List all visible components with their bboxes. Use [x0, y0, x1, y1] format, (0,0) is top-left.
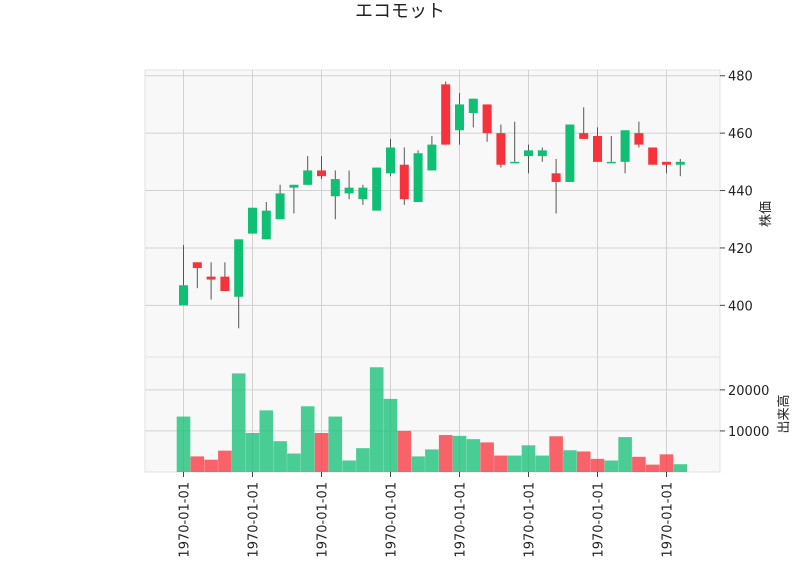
volume-bar	[452, 435, 467, 472]
x-tick-label: 1970-01-01	[454, 482, 469, 558]
volume-bar	[218, 450, 232, 472]
price-axis-label: 株価	[759, 201, 774, 227]
candle-body	[289, 184, 299, 188]
x-tick-label: 1970-01-01	[247, 482, 262, 558]
candle-body	[468, 98, 478, 114]
volume-bar	[645, 464, 660, 472]
volume-axis-label: 出来高	[776, 394, 792, 433]
volume-bar	[618, 437, 632, 472]
volume-bar	[494, 455, 508, 472]
candle-body	[206, 276, 216, 280]
candle-body	[565, 124, 575, 182]
volume-bar	[549, 436, 563, 472]
volume-bar	[535, 455, 550, 472]
volume-tick-label: 10000	[728, 425, 769, 440]
candle-body	[317, 170, 326, 177]
x-tick-label: 1970-01-01	[316, 482, 331, 558]
candle-body	[634, 133, 644, 145]
candle-body	[248, 207, 257, 234]
y-tick-labels: 400 420 440 460 480 10000 20000	[720, 70, 769, 440]
candle-body	[372, 167, 382, 211]
volume-bar	[411, 456, 425, 472]
candle-body	[330, 179, 340, 197]
x-tick-label: 1970-01-01	[385, 482, 400, 558]
volume-bar	[397, 430, 412, 472]
candle-body	[648, 147, 658, 165]
candle-body	[662, 161, 671, 165]
volume-tick-label: 20000	[728, 384, 769, 399]
candle-body	[482, 104, 492, 134]
candle-body	[220, 276, 230, 291]
candle-body	[275, 193, 285, 220]
price-tick-label: 460	[728, 127, 753, 142]
volume-bar	[245, 432, 260, 472]
price-tick-label: 440	[728, 185, 753, 200]
candle-body	[524, 150, 533, 157]
candle-body	[413, 153, 423, 203]
price-tick-label: 480	[728, 70, 753, 85]
volume-bar	[356, 448, 370, 472]
x-tick-labels: 1970-01-01 1970-01-01 1970-01-01 1970-01-01…	[178, 472, 676, 558]
candle-body	[675, 161, 685, 165]
x-tick-label: 1970-01-01	[523, 482, 538, 558]
candle-body	[593, 136, 602, 162]
volume-bars-group	[176, 367, 688, 472]
candle-body	[399, 164, 409, 200]
volume-bar	[521, 445, 536, 472]
volume-bar	[604, 460, 619, 472]
volume-bar	[190, 456, 205, 472]
candle-body	[441, 84, 451, 145]
volume-bar	[204, 459, 218, 472]
volume-bar	[259, 410, 274, 472]
volume-bar	[314, 432, 329, 472]
candle-body	[537, 150, 547, 157]
price-panel-bg	[144, 69, 721, 358]
volume-bar	[300, 406, 315, 472]
volume-bar	[328, 416, 343, 472]
candle-body	[358, 187, 368, 200]
volume-bar	[369, 367, 384, 472]
candle-body	[551, 173, 561, 182]
volume-bar	[563, 450, 577, 472]
price-tick-label: 400	[728, 299, 753, 314]
chart-title: エコモット	[355, 1, 445, 22]
candle-body	[303, 170, 313, 185]
candle-body	[386, 147, 395, 174]
volume-bar	[287, 453, 301, 472]
x-tick-label: 1970-01-01	[592, 482, 607, 558]
volume-bar	[632, 456, 646, 472]
candle-body	[261, 210, 271, 240]
volume-bar	[342, 460, 356, 472]
volume-bar	[231, 373, 246, 472]
volume-bar	[590, 458, 605, 472]
candle-body	[510, 161, 520, 164]
candle-body	[455, 104, 464, 131]
volume-bar	[273, 441, 287, 472]
candle-body	[606, 161, 616, 164]
volume-bar	[383, 398, 398, 472]
candle-body	[344, 187, 354, 194]
candle-body	[179, 285, 188, 306]
volume-bar	[176, 416, 191, 472]
candle-body	[496, 133, 506, 165]
volume-bar	[507, 455, 522, 472]
candle-body	[234, 239, 244, 297]
volume-bar	[480, 442, 494, 472]
volume-bar	[438, 435, 453, 472]
candle-body	[192, 262, 202, 269]
volume-bar	[466, 439, 481, 472]
volume-bar	[659, 454, 674, 472]
candle-body	[579, 133, 589, 139]
x-tick-label: 1970-01-01	[661, 482, 676, 558]
candle-body	[427, 144, 437, 171]
volume-bar	[576, 451, 591, 472]
candles-group	[179, 81, 685, 329]
x-tick-label: 1970-01-01	[178, 482, 193, 558]
volume-bar	[673, 464, 688, 472]
volume-bar	[425, 449, 439, 472]
price-tick-label: 420	[728, 242, 753, 257]
candle-body	[620, 130, 630, 162]
